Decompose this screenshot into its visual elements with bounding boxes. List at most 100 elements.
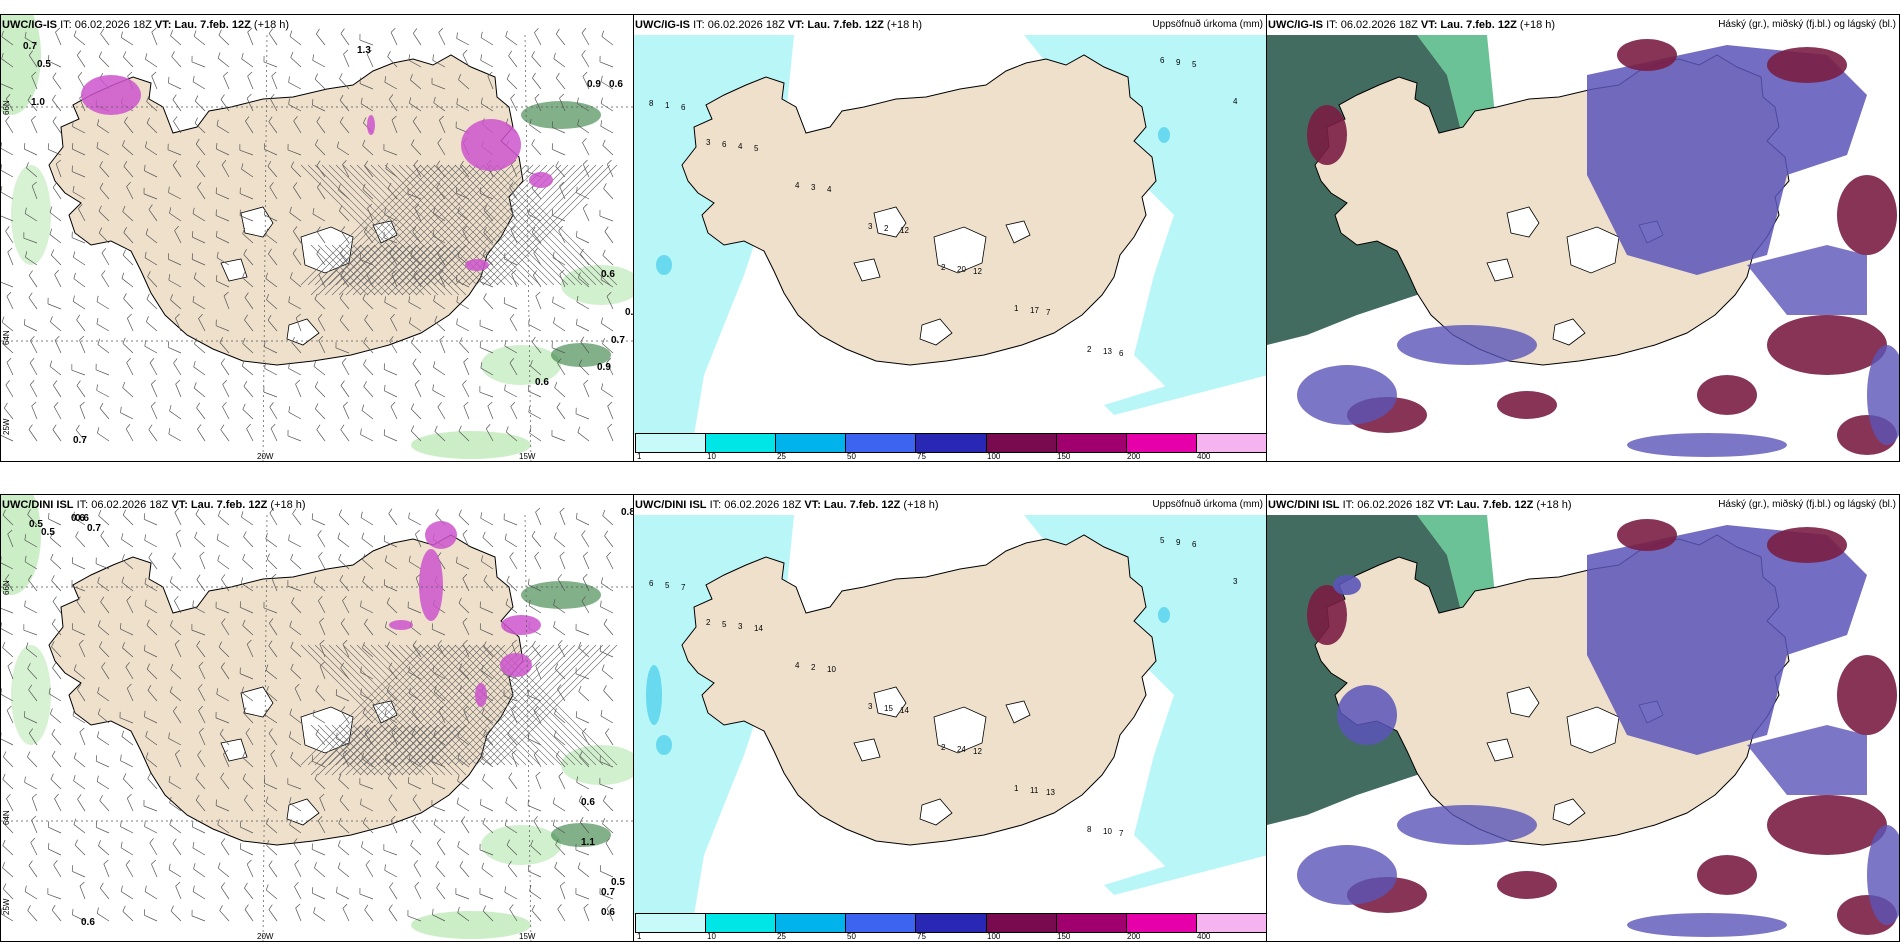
wind-barb <box>30 335 38 354</box>
wind-barb <box>364 904 374 922</box>
wind-barb <box>483 729 494 746</box>
value-label: 20 <box>957 265 966 274</box>
wind-barb <box>127 313 134 332</box>
wind-barb <box>407 777 422 790</box>
wind-barb <box>505 598 518 614</box>
wind-barb <box>73 775 86 790</box>
cloud-cover-map <box>1267 15 1899 461</box>
precip-blob <box>1158 607 1170 623</box>
wind-barb <box>504 533 518 548</box>
wind-barb <box>78 639 86 658</box>
value-label: 7 <box>681 583 686 592</box>
wind-barb <box>287 429 302 442</box>
wind-barb <box>145 141 158 156</box>
wind-barb <box>270 749 278 768</box>
wind-barb <box>29 379 38 398</box>
value-label: 3 <box>1233 577 1238 586</box>
wind-barb <box>457 775 470 790</box>
wind-barb <box>243 707 254 724</box>
wind-barb <box>294 881 302 900</box>
wind-barb <box>316 116 326 134</box>
wind-barb <box>3 402 14 420</box>
wind-barb <box>168 863 182 878</box>
value-label: 2 <box>884 224 889 233</box>
wind-barb <box>601 383 614 398</box>
wind-barb <box>288 362 302 376</box>
mid-cloud <box>1747 245 1867 315</box>
wind-barb <box>578 359 590 376</box>
wind-barb <box>171 51 182 68</box>
wind-barb <box>120 31 134 46</box>
wind-barb <box>362 642 374 658</box>
field-blob <box>465 259 489 271</box>
wind-barb <box>480 31 494 46</box>
wind-barb <box>146 117 158 134</box>
wind-barb <box>263 55 278 68</box>
wind-barb <box>431 800 446 812</box>
wind-barb <box>242 272 254 288</box>
wind-barb <box>97 708 110 724</box>
wind-barb <box>389 336 398 354</box>
value-label: 6 <box>681 103 686 112</box>
value-label: 0.6 <box>609 79 623 90</box>
wind-barb <box>483 204 494 222</box>
wind-barb <box>172 160 182 178</box>
colorbar-tick: 100 <box>987 452 1001 461</box>
wind-barb <box>78 203 86 222</box>
wind-barb <box>174 639 182 658</box>
precip-area <box>1104 835 1266 895</box>
wind-barb <box>607 401 614 420</box>
colorbar-swatch <box>1196 914 1266 932</box>
wind-barb <box>479 601 494 614</box>
wind-barb <box>239 209 254 222</box>
wind-barb <box>5 116 14 134</box>
wind-barb <box>99 402 110 420</box>
wind-barb <box>458 74 470 90</box>
wind-barb <box>195 794 206 812</box>
wind-barb <box>606 903 614 922</box>
wind-barb <box>23 143 38 156</box>
colorbar-swatch <box>636 914 707 932</box>
wind-barb <box>456 32 470 46</box>
wind-barb <box>175 529 182 548</box>
wind-barb <box>268 728 278 746</box>
wind-barb <box>122 337 134 354</box>
wind-barb <box>26 162 38 178</box>
value-label: 0.6 <box>625 307 634 318</box>
wind-barb <box>126 181 134 200</box>
wind-barb <box>288 98 302 112</box>
wind-barb <box>605 838 614 856</box>
colorbar-swatch <box>776 914 847 932</box>
wind-barb <box>361 841 374 856</box>
wind-barb <box>433 818 446 834</box>
value-label: 24 <box>957 745 966 754</box>
wind-barb <box>30 115 38 134</box>
wind-barb <box>413 860 422 878</box>
wind-barb <box>294 683 302 702</box>
wind-barb <box>408 555 422 570</box>
wind-barb <box>143 799 158 812</box>
wind-barb <box>146 293 158 310</box>
wind-barb <box>437 402 446 420</box>
wind-barb <box>147 684 158 702</box>
wind-barb <box>192 600 206 614</box>
wind-barb <box>169 405 182 420</box>
wind-barb <box>339 794 350 812</box>
wind-barb <box>143 187 158 200</box>
wind-barb <box>100 596 110 614</box>
wind-barb <box>551 341 566 354</box>
value-label: 6 <box>1160 56 1165 65</box>
wind-barb <box>31 181 38 200</box>
wind-barb <box>125 860 134 878</box>
mid-cloud <box>1297 365 1397 425</box>
wind-barb <box>28 50 38 68</box>
wind-barb <box>72 908 86 922</box>
wind-barb <box>318 551 326 570</box>
wind-barb <box>1 607 14 614</box>
wind-barb <box>482 817 494 834</box>
wind-barb <box>1 281 14 288</box>
wind-barb <box>50 249 62 266</box>
wind-barb <box>126 595 134 614</box>
wind-barb <box>101 662 110 680</box>
wind-barb <box>265 709 278 724</box>
